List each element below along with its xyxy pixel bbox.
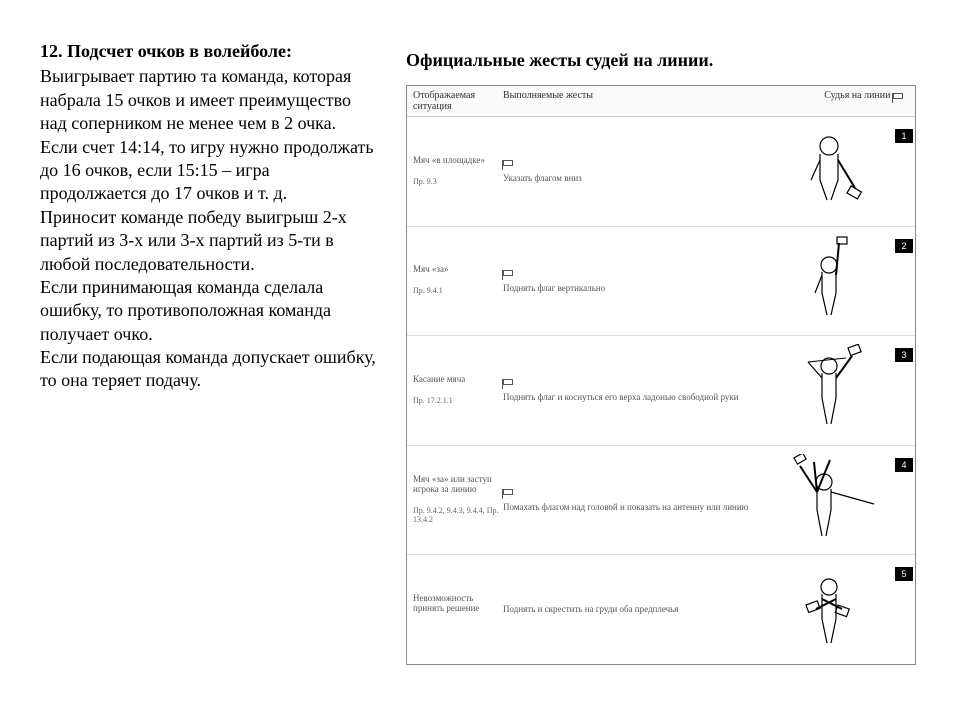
flag-icon [503,160,513,166]
header-col3-label: Судья на линии [824,90,890,101]
table-row: Мяч «за» или заступ игрока за линию Пр. … [407,446,915,556]
left-column: 12. Подсчет очков в волейболе: Выигрывае… [40,40,400,700]
right-column: Официальные жесты судей на линии. Отобра… [400,40,940,700]
header-col-gesture: Выполняемые жесты [503,90,799,112]
signals-title: Официальные жесты судей на линии. [406,50,940,71]
paragraph: Приносит команде победу выигрыш 2-х парт… [40,206,380,276]
row-number-badge: 5 [895,567,913,581]
page: 12. Подсчет очков в волейболе: Выигрывае… [0,0,960,720]
row-number-badge: 3 [895,348,913,362]
flag-icon [503,489,513,495]
row-rule: Пр. 9.3 [413,177,503,186]
row-action: Указать флагом вниз [503,173,749,183]
row-rule: Пр. 17.2.1.1 [413,396,503,405]
section-heading: 12. Подсчет очков в волейболе: [40,40,380,63]
row-number-badge: 2 [895,239,913,253]
row-name: Мяч «за» [413,264,503,274]
row-action: Поднять флаг и коснуться его верха ладон… [503,392,749,402]
row-action: Помахать флагом над головой и показать н… [503,502,749,512]
row-name: Мяч «в площадке» [413,155,503,165]
row-number-badge: 4 [895,458,913,472]
flag-icon [893,93,903,99]
table-header: Отображаемая ситуация Выполняемые жесты … [407,86,915,117]
row-name: Касание мяча [413,374,503,384]
paragraph: Если подающая команда допускает ошибку, … [40,346,380,393]
gesture-figure-cross [784,569,874,649]
gesture-figure-down [789,130,869,210]
row-action: Поднять флаг вертикально [503,283,749,293]
table-row: Мяч «в площадке» Пр. 9.3 Указать флагом … [407,117,915,227]
paragraph: Выигрывает партию та команда, которая на… [40,65,380,135]
signals-table: Отображаемая ситуация Выполняемые жесты … [406,85,916,665]
header-col-linesman: Судья на линии [799,90,909,112]
table-row: Мяч «за» Пр. 9.4.1 Поднять флаг вертикал… [407,227,915,337]
row-name: Мяч «за» или заступ игрока за линию [413,474,503,494]
row-rule: Пр. 9.4.2, 9.4.3, 9.4.4, Пр. 13.4.2 [413,506,503,524]
header-col-situation: Отображаемая ситуация [413,90,503,112]
gesture-figure-touch [784,344,874,434]
gesture-figure-up [789,235,869,325]
table-row: Невозможность принять решение Поднять и … [407,555,915,664]
flag-icon [503,379,513,385]
paragraph: Если счет 14:14, то игру нужно продолжат… [40,136,380,206]
row-action: Поднять и скрестить на груди оба предпле… [503,604,749,614]
row-name: Невозможность принять решение [413,593,503,613]
gesture-figure-wave [774,454,884,544]
flag-icon [503,270,513,276]
table-row: Касание мяча Пр. 17.2.1.1 Поднять флаг и… [407,336,915,446]
paragraph: Если принимающая команда сделала ошибку,… [40,276,380,346]
row-rule: Пр. 9.4.1 [413,286,503,295]
row-number-badge: 1 [895,129,913,143]
